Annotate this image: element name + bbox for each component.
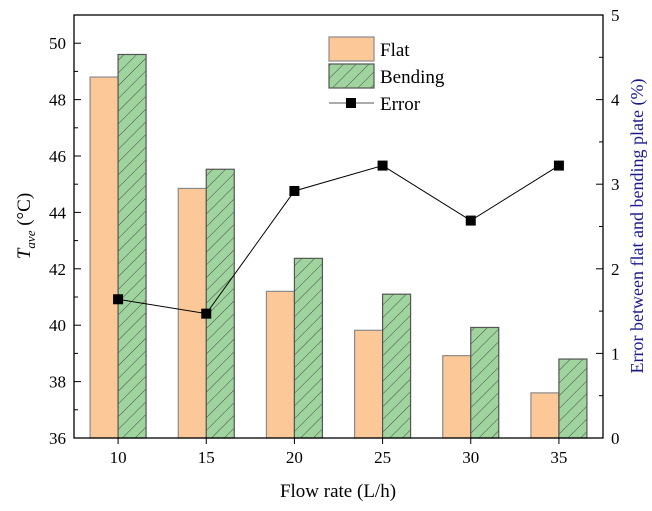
legend-swatch-flat bbox=[328, 36, 375, 62]
legend-label-error: Error bbox=[380, 94, 421, 115]
bar-bending-30 bbox=[470, 326, 500, 439]
y-tick-label: 48 bbox=[49, 91, 66, 110]
x-tick-label: 20 bbox=[286, 448, 303, 467]
x-tick-label: 15 bbox=[198, 448, 215, 467]
x-tick-label: 25 bbox=[374, 448, 391, 467]
bar-flat-20 bbox=[265, 290, 296, 439]
x-tick-label: 10 bbox=[110, 448, 127, 467]
bar-bending-35 bbox=[558, 358, 588, 439]
bar-bending-20 bbox=[293, 257, 324, 439]
error-point-35 bbox=[553, 160, 564, 171]
y2-tick-label: 2 bbox=[611, 260, 620, 279]
legend: Flat Bending Error bbox=[328, 36, 445, 115]
bar-bending-25 bbox=[381, 293, 412, 439]
bar-flat-10 bbox=[89, 76, 119, 439]
error-point-20 bbox=[289, 185, 300, 196]
y2-tick-label: 1 bbox=[611, 344, 620, 363]
error-point-25 bbox=[377, 160, 388, 171]
error-line bbox=[118, 165, 560, 315]
bar-flat-35 bbox=[530, 392, 560, 439]
bar-bending-15 bbox=[205, 168, 235, 439]
legend-label-bending: Bending bbox=[380, 67, 445, 88]
error-point-30 bbox=[465, 215, 476, 226]
y-axis-label-main: T bbox=[14, 247, 35, 259]
bar-bending-10 bbox=[117, 53, 147, 439]
legend-swatch-bending bbox=[328, 63, 375, 89]
y-tick-label: 42 bbox=[49, 260, 66, 279]
y-tick-label: 46 bbox=[49, 147, 66, 166]
y-axis-label-unit: (°C) bbox=[14, 193, 35, 231]
y2-axis-label: Error between flat and bending plate (%) bbox=[627, 79, 648, 374]
x-axis-label: Flow rate (L/h) bbox=[280, 481, 396, 502]
y2-tick-label: 5 bbox=[611, 6, 620, 25]
y-axis-label: Tave (°C) bbox=[14, 193, 38, 259]
y2-tick-label: 3 bbox=[611, 175, 620, 194]
legend-label-flat: Flat bbox=[380, 40, 410, 61]
y-tick-label: 50 bbox=[49, 34, 66, 53]
y-tick-label: 36 bbox=[49, 429, 66, 448]
y2-tick-label: 4 bbox=[611, 91, 620, 110]
error-point-10 bbox=[113, 294, 124, 305]
y-tick-label: 38 bbox=[49, 373, 66, 392]
error-point-15 bbox=[201, 308, 212, 319]
y-tick-label: 44 bbox=[49, 203, 67, 222]
x-tick-label: 30 bbox=[462, 448, 479, 467]
y-axis-label-sub: ave bbox=[23, 230, 38, 248]
bar-flat-25 bbox=[353, 329, 384, 439]
bar-flat-30 bbox=[442, 355, 472, 439]
y2-tick-label: 0 bbox=[611, 429, 620, 448]
x-tick-label: 35 bbox=[550, 448, 567, 467]
legend-swatch-error-marker bbox=[346, 98, 356, 108]
y-tick-label: 40 bbox=[49, 316, 66, 335]
